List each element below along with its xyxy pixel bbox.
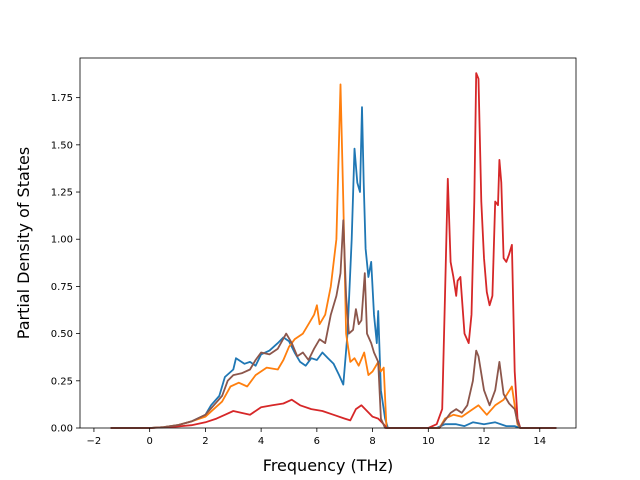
x-axis-label: Frequency (THz) [263,456,393,475]
x-tick-label: 12 [478,436,491,447]
series-line-4 [110,219,557,429]
y-tick-label: 1.50 [51,140,73,151]
y-tick-label: 0.00 [51,424,73,435]
y-tick-label: 0.25 [51,376,73,387]
series-line-3 [110,72,557,429]
x-tick-label: 0 [146,436,152,447]
y-tick-label: 0.75 [51,282,73,293]
x-tick-label: 4 [258,436,264,447]
series-line-2 [110,83,557,429]
y-tick-label: 0.50 [51,329,73,340]
x-tick-label: −2 [87,436,102,447]
y-axis: 0.00 0.25 0.50 0.75 1.00 1.25 1.50 1.75 [51,93,80,435]
x-tick-label: 6 [314,436,320,447]
y-axis-label: Partial Density of States [14,147,33,339]
x-tick-label: 8 [369,436,375,447]
series-layer [110,72,557,429]
x-tick-label: 10 [422,436,435,447]
y-tick-label: 1.25 [51,188,73,199]
y-tick-label: 1.00 [51,235,73,246]
plot-frame [79,57,577,429]
x-axis: −2 0 2 4 6 8 10 12 14 [87,428,546,447]
y-tick-label: 1.75 [51,93,73,104]
x-tick-label: 14 [533,436,546,447]
x-tick-label: 2 [202,436,208,447]
